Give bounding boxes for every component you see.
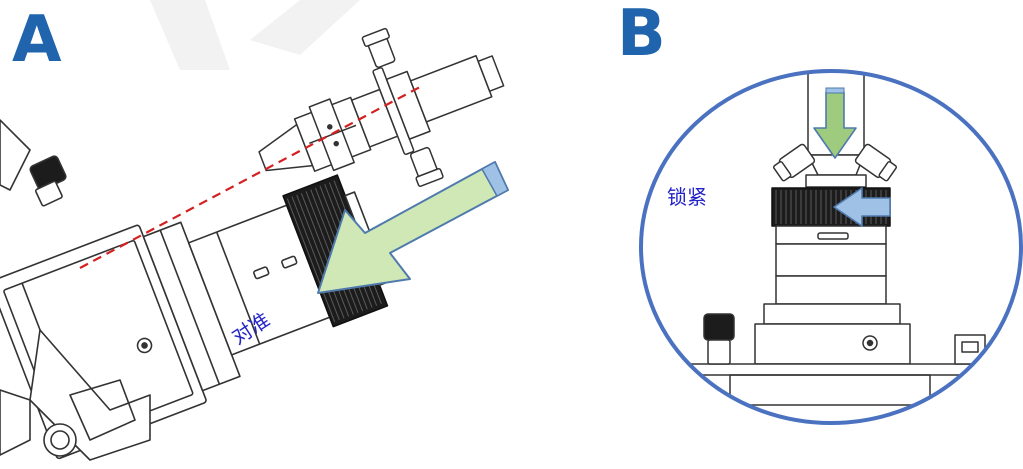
watermark [150, 0, 360, 70]
laser-head-housing [0, 119, 390, 461]
panel-b-label: B [617, 0, 666, 71]
panel-a-label: A [12, 3, 62, 77]
magnifier-circle [639, 69, 1023, 425]
alignment-line [79, 86, 421, 269]
air-fitting-a [29, 155, 67, 207]
panel-a [0, 27, 509, 461]
lock-arrow-icon [833, 187, 891, 227]
lock-instruction: 锁紧 [667, 185, 707, 209]
panel-b [639, 69, 1023, 425]
down-arrow-icon [813, 87, 857, 159]
nozzle-assembly [258, 27, 505, 187]
align-arrow-icon [317, 160, 509, 294]
